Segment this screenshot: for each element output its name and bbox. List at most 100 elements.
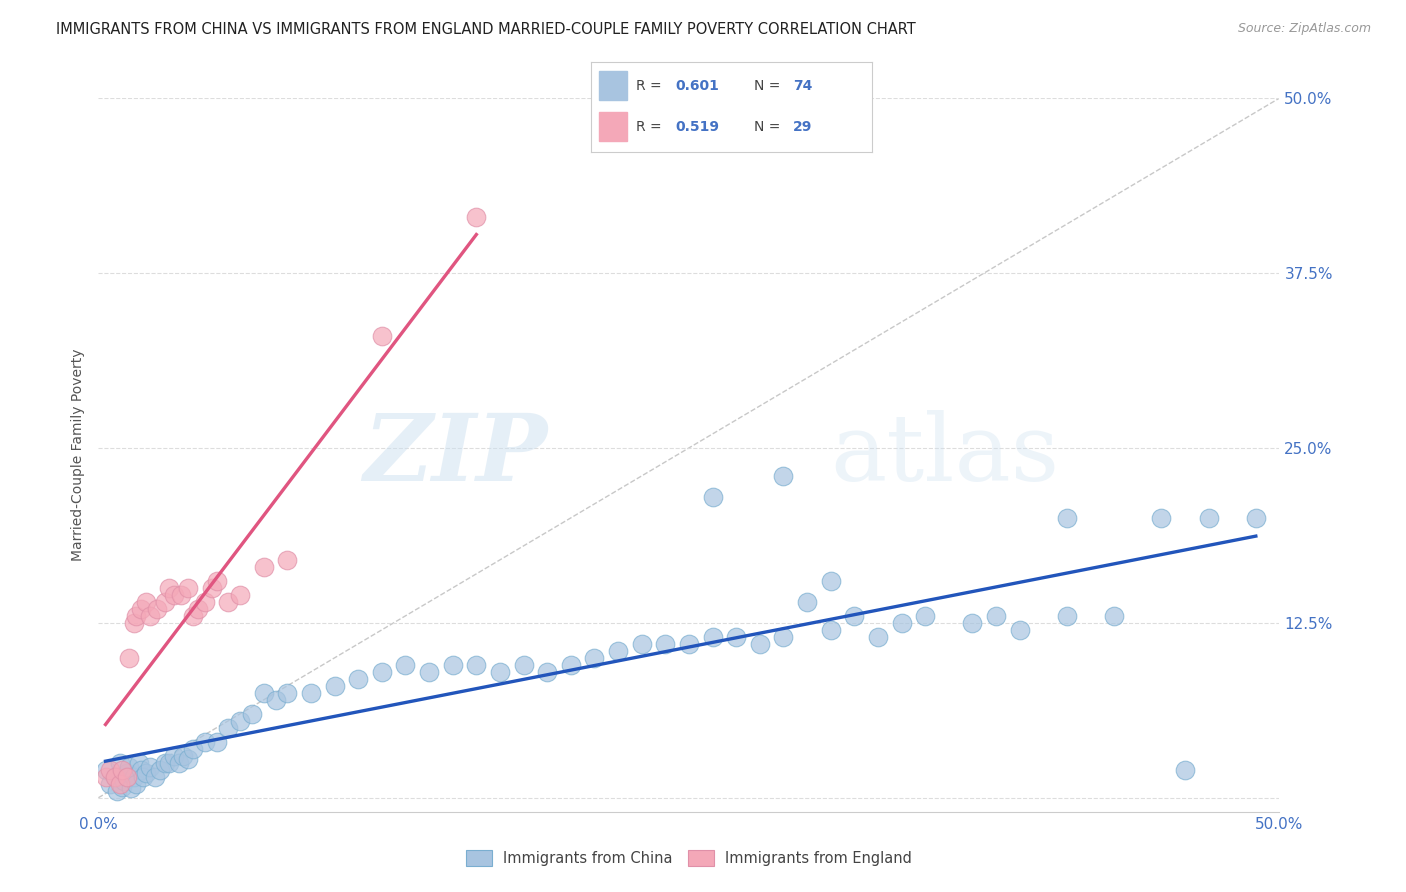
Point <box>153 756 176 770</box>
Point <box>229 588 252 602</box>
Point <box>560 657 582 672</box>
Point <box>194 595 217 609</box>
Point <box>163 748 186 763</box>
Point <box>115 770 138 784</box>
Text: R =: R = <box>636 120 665 134</box>
Text: N =: N = <box>754 78 785 93</box>
Point <box>394 657 416 672</box>
Point <box>441 657 464 672</box>
Text: 74: 74 <box>793 78 813 93</box>
Text: IMMIGRANTS FROM CHINA VS IMMIGRANTS FROM ENGLAND MARRIED-COUPLE FAMILY POVERTY C: IMMIGRANTS FROM CHINA VS IMMIGRANTS FROM… <box>56 22 915 37</box>
Point <box>1198 511 1220 525</box>
Point <box>253 559 276 574</box>
Point <box>157 756 180 770</box>
Point <box>111 780 134 794</box>
Point <box>194 735 217 749</box>
Point <box>122 615 145 630</box>
Point <box>122 770 145 784</box>
Point <box>125 608 148 623</box>
Point <box>772 469 794 483</box>
Point <box>512 657 534 672</box>
Point <box>866 630 889 644</box>
Point <box>94 763 117 777</box>
Bar <box>599 71 627 100</box>
Point <box>725 630 748 644</box>
Text: 29: 29 <box>793 120 813 134</box>
Point <box>135 765 157 780</box>
Point <box>276 553 298 567</box>
Point <box>347 672 370 686</box>
Point <box>129 763 152 777</box>
Point <box>118 760 141 774</box>
Text: Source: ZipAtlas.com: Source: ZipAtlas.com <box>1237 22 1371 36</box>
Point <box>217 595 239 609</box>
Point <box>820 574 842 588</box>
Point <box>1150 511 1173 525</box>
Point <box>104 770 127 784</box>
Point <box>205 735 228 749</box>
Point <box>172 748 194 763</box>
Point <box>418 665 440 679</box>
Point <box>135 595 157 609</box>
Point <box>94 770 117 784</box>
Point <box>914 608 936 623</box>
Point <box>163 588 186 602</box>
Point <box>678 637 700 651</box>
Point <box>253 686 276 700</box>
Point <box>187 602 209 616</box>
Point <box>1102 608 1125 623</box>
Point <box>149 763 172 777</box>
Point <box>111 763 134 777</box>
Point <box>146 602 169 616</box>
Point <box>276 686 298 700</box>
Point <box>489 665 512 679</box>
Point <box>240 706 263 721</box>
Legend: Immigrants from China, Immigrants from England: Immigrants from China, Immigrants from E… <box>460 844 918 872</box>
Point <box>607 644 630 658</box>
Point <box>170 588 193 602</box>
Point <box>1174 763 1197 777</box>
Point <box>654 637 676 651</box>
Point <box>1008 623 1031 637</box>
Text: R =: R = <box>636 78 665 93</box>
Point <box>299 686 322 700</box>
Point <box>984 608 1007 623</box>
Point <box>371 329 394 343</box>
Point <box>121 780 143 795</box>
Point <box>536 665 558 679</box>
Point <box>139 608 162 623</box>
Point <box>105 783 128 797</box>
Point <box>1056 608 1078 623</box>
Point <box>465 210 488 224</box>
Text: N =: N = <box>754 120 785 134</box>
Point <box>143 770 166 784</box>
Point <box>702 630 724 644</box>
Point <box>323 679 346 693</box>
Point <box>201 581 224 595</box>
Point <box>112 773 135 788</box>
Point <box>890 615 912 630</box>
Point <box>177 581 200 595</box>
Text: 0.601: 0.601 <box>675 78 718 93</box>
Point <box>139 760 162 774</box>
Point <box>465 657 488 672</box>
Point <box>181 741 204 756</box>
Point <box>104 770 127 784</box>
Y-axis label: Married-Couple Family Poverty: Married-Couple Family Poverty <box>72 349 86 561</box>
Point <box>108 756 131 770</box>
Point <box>153 595 176 609</box>
Point <box>371 665 394 679</box>
Point <box>132 770 155 784</box>
Point <box>264 693 287 707</box>
Text: 0.519: 0.519 <box>675 120 718 134</box>
Point <box>125 777 148 791</box>
Point <box>844 608 866 623</box>
Point <box>1056 511 1078 525</box>
Text: atlas: atlas <box>831 410 1060 500</box>
Point <box>108 777 131 791</box>
Point <box>177 751 200 765</box>
Point <box>118 650 141 665</box>
Point <box>157 581 180 595</box>
Point <box>1244 511 1267 525</box>
Point <box>772 630 794 644</box>
